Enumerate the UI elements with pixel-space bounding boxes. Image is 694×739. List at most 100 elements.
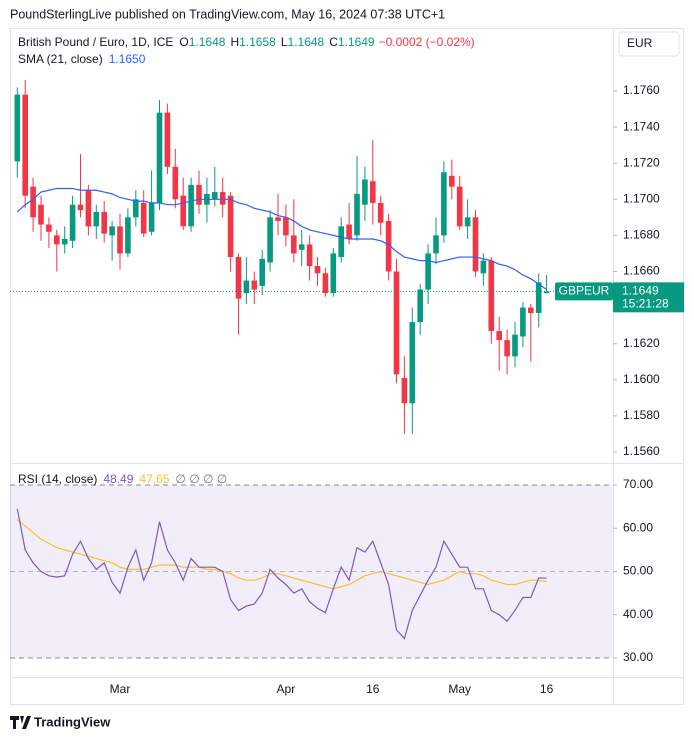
y-tick-label: 1.1680 [623,228,660,242]
candle-body [425,253,431,290]
rsi-ma-value: 47.65 [139,472,169,486]
candle-body [472,217,479,272]
y-tick-label: 70.00 [623,477,653,491]
candle-body [504,340,510,357]
currency-box[interactable] [618,31,680,57]
candle-body [377,202,384,223]
y-tick-label: 1.1760 [623,83,660,97]
x-tick-label: Mar [110,682,131,696]
ohlc-value: 1.1648 [189,35,226,49]
candle-body [69,204,76,241]
candle-body [30,186,36,218]
y-tick-label: 1.1660 [623,264,660,278]
change: −0.0002 (−0.02%) [379,35,475,49]
candle-body [385,220,392,272]
candle-body [543,291,550,294]
candle-body [456,186,463,227]
candle-body [109,226,115,236]
candle-body [259,258,265,286]
x-tick-label: 16 [540,682,554,696]
y-tick-label: 1.1720 [623,155,660,169]
y-tick-label: 1.1740 [623,119,660,133]
candle-body [251,280,258,290]
logo: TradingView [10,714,111,729]
candle-body [496,331,502,341]
ohlc-key: O [179,35,188,49]
sma-line [16,187,547,291]
candle-body [133,199,139,218]
candle-body [433,235,439,254]
x-tick-label: May [448,682,471,696]
candle-body [417,289,423,323]
candle-body [314,266,321,274]
candle-body [77,204,84,211]
candle-body [291,235,297,254]
chart-frame [10,28,684,705]
rsi-title: RSI (14, close) [18,472,97,486]
y-tick-label: 1.1600 [623,372,660,386]
candle-body [61,239,68,245]
y-tick-label: 60.00 [623,520,653,534]
candle-body [488,260,495,332]
ohlc-key: L [281,35,288,49]
ohlc-key: C [329,35,338,49]
price-tag-countdown: 15:21:28 [622,297,669,311]
rsi-legend: RSI (14, close) 48.49 47.65 ∅ ∅ ∅ ∅ [18,472,227,486]
candle-body [148,202,155,232]
candle-body [464,217,471,227]
x-tick-label: 16 [366,682,380,696]
candle-body [46,224,52,232]
candle-body [322,273,329,294]
candle-body [243,280,250,294]
candle-body [267,217,273,263]
price-tag [613,282,684,313]
ohlc-key: H [230,35,239,49]
sma-name: SMA (21, close) [18,52,103,66]
rsi-ma-line [16,519,547,590]
candle-body [125,217,131,254]
candle-body [306,244,313,267]
candle-body [219,192,226,205]
candle-body [212,192,218,200]
candle-body [275,217,281,221]
candle-body [140,202,147,234]
x-tick-label: Apr [277,682,296,696]
brand: TradingView [34,714,111,729]
candle-body [156,112,163,203]
y-tick-label: 1.1580 [623,408,660,422]
ohlc-value: 1.1658 [239,35,276,49]
y-tick-label: 1.1620 [623,336,660,350]
y-tick-label: 40.00 [623,607,653,621]
candle-body [362,179,368,205]
rsi-empty: ∅ ∅ ∅ ∅ [175,472,227,486]
candle-body [196,184,202,205]
candle-body [164,112,171,167]
main-legend: British Pound / Euro, 1D, ICE O1.1648 H1.1… [18,35,475,49]
candle-body [528,307,534,314]
candle-body [512,334,518,357]
rsi-value: 48.49 [103,472,133,486]
candle-body [338,226,344,258]
candle-body [172,166,179,200]
y-tick-label: 30.00 [623,650,653,664]
candle-body [38,204,44,225]
candle-body [227,195,234,258]
candle-body [101,211,107,234]
candle-body [409,322,416,404]
candle-body [188,184,194,227]
candle-body [14,94,21,162]
candle-body [298,244,305,250]
candle-body [346,224,352,240]
y-tick-label: 1.1700 [623,191,660,205]
candle-body [401,377,408,404]
candle-body [449,175,455,187]
plot: 1.15601.15801.16001.16201.16401.16601.16… [10,80,684,696]
candle-body [535,282,542,314]
candle-body [393,271,400,375]
candle-body [520,307,526,337]
candle-body [370,181,376,203]
currency[interactable]: EUR [627,36,653,50]
candle-body [330,253,337,294]
rsi-line [16,508,547,640]
